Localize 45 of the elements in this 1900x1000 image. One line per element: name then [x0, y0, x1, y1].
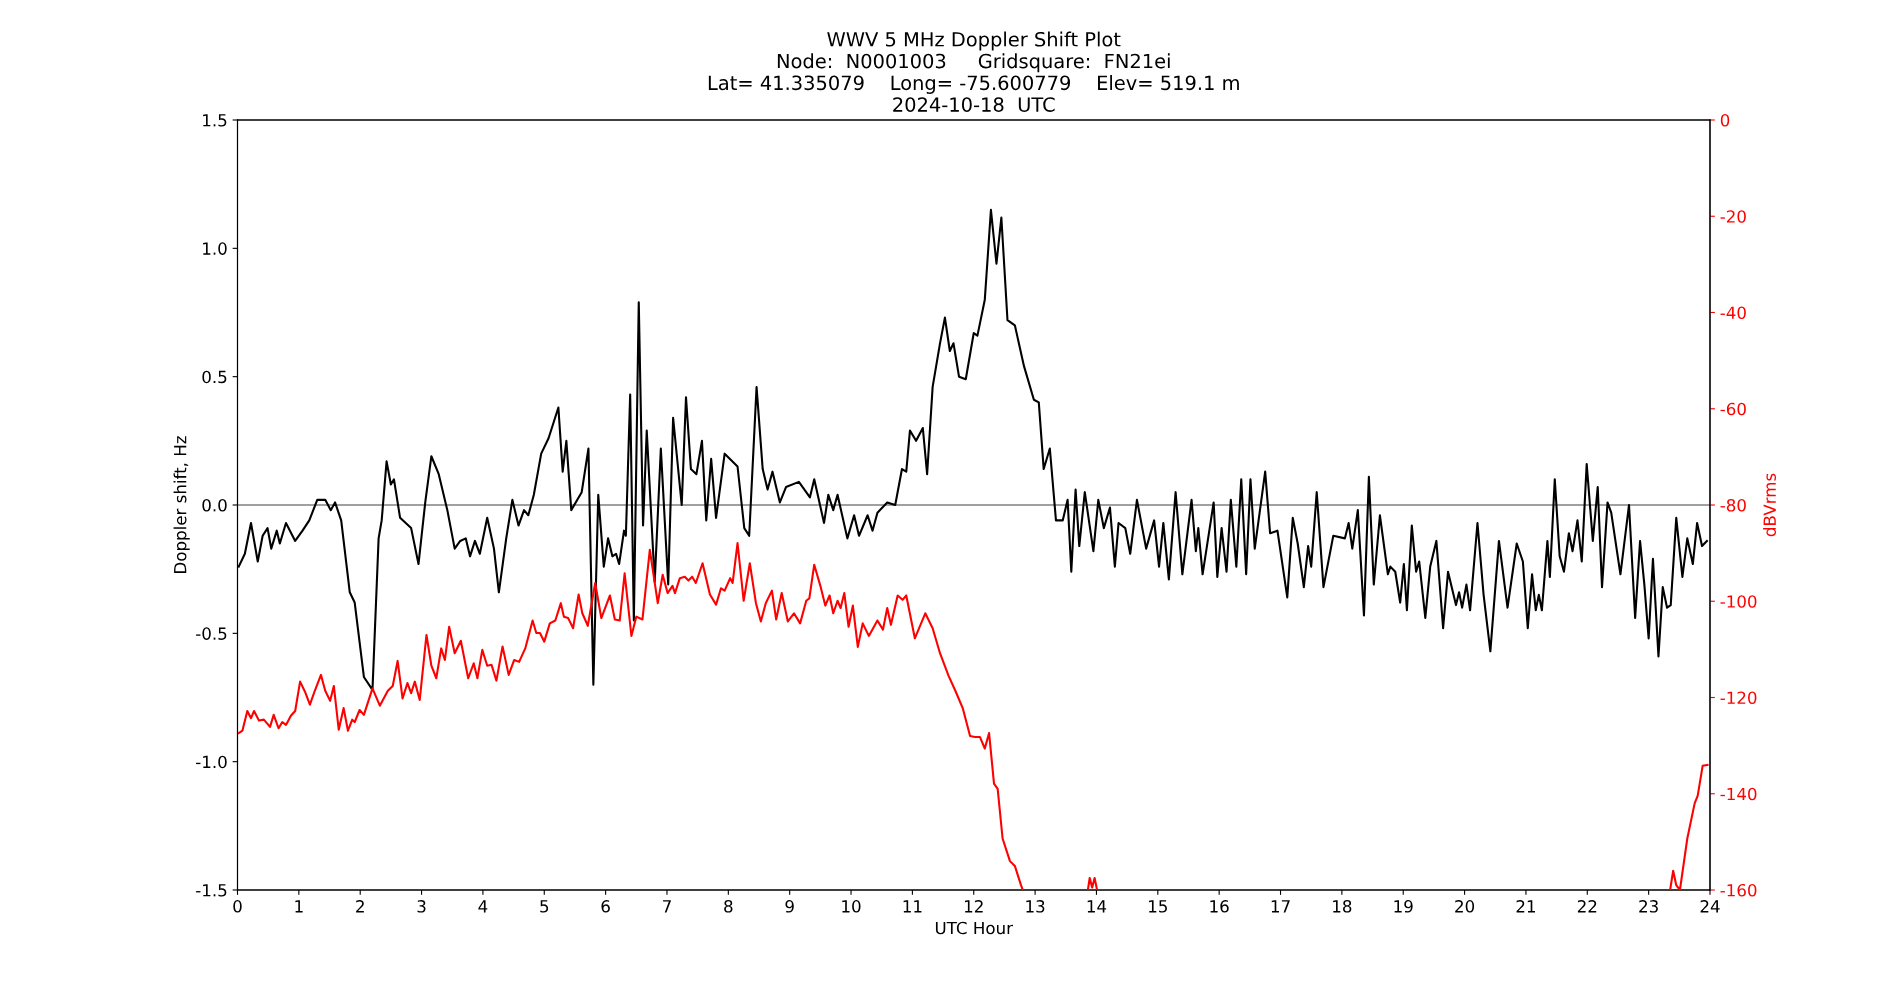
chart-title: WWV 5 MHz Doppler Shift Plot Node: N0001003 Gridsquare: FN21ei Lat= 41.335079 Long= -75.600779 Elev= 519.1 m 2024-10-18 UTC: [708, 31, 1239, 112]
y2-tick-label: -140: [1720, 787, 1757, 801]
x-tick-label: 22: [1577, 900, 1597, 913]
y-tick-label: -1.5: [196, 884, 227, 897]
x-tick-label: 6: [601, 900, 610, 913]
x-tick-label: 16: [1210, 900, 1229, 913]
y-tick-label: 0.5: [202, 370, 227, 384]
y-tick-label: 1.0: [203, 242, 227, 255]
x-tick-label: 0: [233, 900, 242, 913]
y2-axis-title: dBVrms: [1763, 473, 1776, 537]
y2-tick-label: -160: [1720, 883, 1757, 897]
x-tick-label: 9: [785, 900, 794, 913]
x-tick-label: 14: [1087, 900, 1107, 913]
x-tick-label: 4: [478, 900, 488, 913]
x-tick-label: 3: [417, 900, 426, 913]
y2-tick-label: -80: [1720, 498, 1746, 512]
x-tick-label: 13: [1026, 900, 1045, 913]
y-tick-label: 0.0: [202, 498, 227, 512]
x-tick-label: 5: [540, 900, 549, 913]
x-tick-label: 11: [903, 900, 922, 913]
x-tick-label: 24: [1700, 900, 1720, 913]
y2-tick-label: -20: [1720, 210, 1746, 223]
x-tick-label: 12: [964, 900, 983, 913]
y2-tick-label: -40: [1720, 306, 1746, 320]
x-tick-label: 20: [1455, 900, 1475, 913]
y-tick-label: 1.5: [203, 114, 227, 127]
x-tick-label: 17: [1271, 900, 1290, 913]
y-tick-label: -0.5: [196, 627, 227, 640]
x-tick-label: 23: [1639, 900, 1658, 913]
y2-tick-label: -100: [1720, 595, 1757, 608]
x-tick-label: 18: [1333, 900, 1352, 913]
x-tick-label: 21: [1516, 900, 1535, 913]
x-tick-label: 19: [1394, 900, 1413, 913]
y-tick-label: -1.0: [196, 755, 227, 769]
y2-tick-label: -60: [1720, 402, 1746, 416]
y2-tick-label: -120: [1720, 691, 1757, 705]
x-tick-label: 7: [663, 900, 671, 913]
x-axis-title: UTC Hour: [935, 921, 1013, 935]
y2-tick-label: 0: [1720, 113, 1730, 127]
x-tick-label: 15: [1149, 900, 1167, 913]
y-axis-title: Doppler shift, Hz: [173, 436, 190, 573]
x-tick-label: 1: [295, 900, 303, 913]
x-tick-label: 2: [356, 900, 364, 913]
x-tick-label: 10: [842, 900, 861, 913]
x-tick-label: 8: [724, 900, 733, 913]
